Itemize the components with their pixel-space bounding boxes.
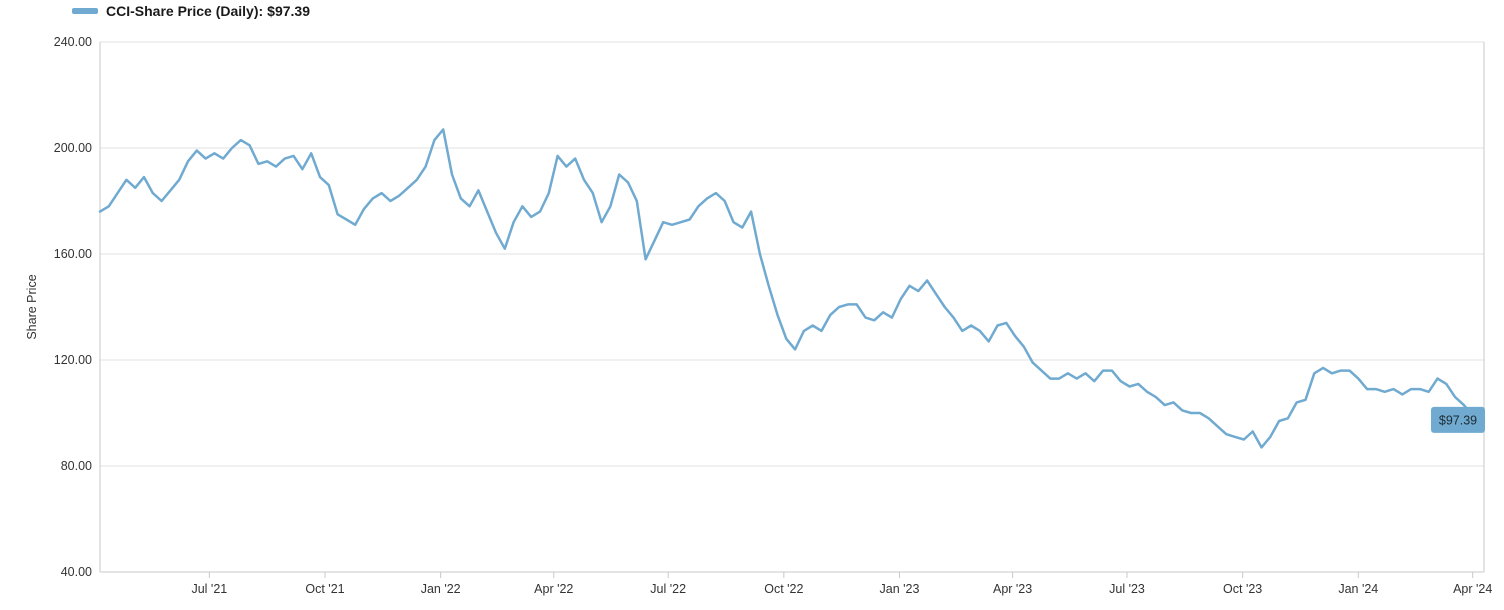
y-tick-label: 160.00 (54, 247, 92, 261)
x-tick-label: Apr '22 (534, 582, 573, 596)
legend-value: $97.39 (267, 3, 310, 19)
x-tick-label: Oct '23 (1223, 582, 1262, 596)
last-price-tag-box (1431, 406, 1485, 433)
chart-axes (99, 42, 1485, 573)
x-tick-label: Jul '22 (650, 582, 686, 596)
legend-label: CCI-Share Price (Daily): (106, 3, 264, 19)
legend-swatch (72, 8, 98, 14)
x-tick-label: Jul '23 (1109, 582, 1145, 596)
y-tick-label: 40.00 (61, 565, 92, 579)
x-tick-label: Oct '21 (305, 582, 344, 596)
x-tick-label: Jul '21 (191, 582, 227, 596)
y-axis-ticks: 240.00 200.00 160.00 120.00 80.00 40.00 (54, 35, 92, 579)
y-tick-label: 200.00 (54, 141, 92, 155)
x-tick-label: Jan '22 (421, 582, 461, 596)
last-price-tag: $97.39 (1431, 406, 1485, 433)
x-tick-label: Jan '23 (880, 582, 920, 596)
x-tick-label: Apr '24 (1453, 582, 1492, 596)
series-group (98, 128, 1483, 449)
y-tick-label: 240.00 (54, 35, 92, 49)
y-axis-title: Share Price (25, 274, 39, 339)
x-tick-label: Oct '22 (764, 582, 803, 596)
series-line[interactable] (98, 128, 1483, 449)
y-tick-label: 120.00 (54, 353, 92, 367)
x-axis-ticks: Jul '21 Oct '21 Jan '22 Apr '22 Jul '22 Oct '… (191, 572, 1492, 596)
x-tick-label: Apr '23 (993, 582, 1032, 596)
chart-legend[interactable]: CCI-Share Price (Daily): $97.39 (72, 3, 310, 19)
grid-lines (100, 41, 1484, 573)
last-price-tag-label: $97.39 (1439, 413, 1477, 427)
y-tick-label: 80.00 (61, 459, 92, 473)
x-tick-label: Jan '24 (1338, 582, 1378, 596)
